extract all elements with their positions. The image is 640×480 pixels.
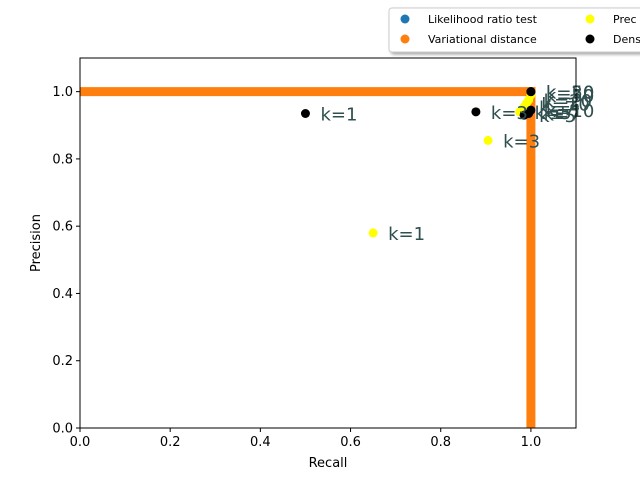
prec-point-label: k=7 [539, 98, 576, 119]
x-tick-label: 0.4 [250, 435, 271, 450]
variational-distance-series [80, 87, 536, 428]
legend: Likelihood ratio test Variational distanc… [388, 7, 640, 53]
y-tick-label: 0.8 [52, 152, 73, 167]
dens-point-label: k=7 [544, 105, 581, 126]
point-annotations: k=1 k=3 k=5k=7k=10k=20k=50 k=1 k=3 k=5k=7k=10… [320, 83, 594, 245]
prec-point-label: k=3 [503, 131, 540, 152]
x-axis-ticks: 0.0 0.2 0.4 0.6 0.8 1.0 [70, 428, 542, 450]
y-tick-label: 0.2 [52, 354, 73, 369]
plot-area [80, 87, 536, 428]
dens-point-label: k=3 [491, 103, 528, 124]
legend-entry-label: Prec [613, 13, 637, 26]
y-tick-label: 0.4 [52, 287, 73, 302]
prec-point [483, 135, 493, 145]
axes-frame [79, 57, 577, 429]
x-axis-label: Recall [309, 456, 348, 471]
dens-point-label: k=20 [546, 83, 594, 104]
prec-point-label: k=50 [546, 86, 594, 107]
dens-point-label: k=50 [546, 83, 594, 104]
prec-point [368, 228, 378, 238]
prec-point-label: k=10 [541, 94, 589, 115]
y-tick-label: 1.0 [52, 85, 73, 100]
legend-entry-label: Variational distance [428, 33, 537, 46]
x-tick-label: 0.6 [340, 435, 361, 450]
legend-marker [400, 14, 410, 24]
dens-point [526, 87, 536, 97]
prec-point-label: k=1 [388, 224, 425, 245]
y-tick-label: 0.0 [52, 422, 73, 437]
prec-point-label: k=5 [535, 103, 572, 124]
dens-point [471, 107, 481, 117]
x-tick-label: 0.2 [160, 435, 181, 450]
prec-point-label: k=20 [544, 91, 592, 112]
y-axis-ticks: 0.0 0.2 0.4 0.6 0.8 1.0 [52, 85, 80, 437]
y-axis-label: Precision [29, 214, 44, 272]
x-tick-label: 1.0 [521, 435, 542, 450]
legend-box [388, 7, 640, 53]
legend-marker [585, 34, 595, 44]
x-tick-label: 0.8 [430, 435, 451, 450]
y-tick-label: 0.6 [52, 220, 73, 235]
x-tick-label: 0.0 [70, 435, 91, 450]
dens-point [300, 109, 310, 118]
legend-marker [400, 34, 410, 44]
dens-point-label: k=5 [539, 106, 576, 127]
dens-point-label: k=10 [546, 101, 594, 122]
legend-entry-label: Dens [613, 33, 640, 46]
dens-point [526, 105, 536, 115]
legend-entry-label: Likelihood ratio test [428, 13, 538, 26]
dens-point-label: k=1 [320, 105, 357, 126]
legend-marker [585, 14, 595, 24]
scatter-points [300, 87, 536, 238]
